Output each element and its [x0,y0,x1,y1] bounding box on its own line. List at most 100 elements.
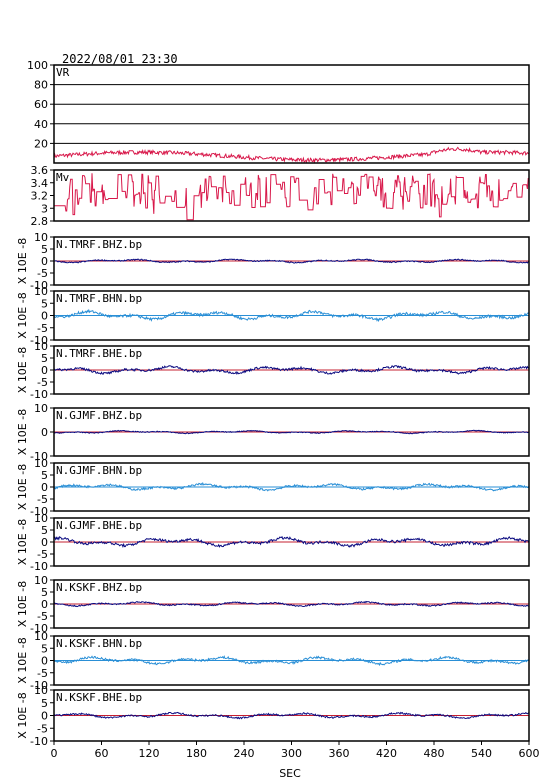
y-tick-label: -5 [37,667,48,680]
panel-vr: 20 40 60 80 100 VR [27,59,530,164]
series-line [53,258,530,264]
y-tick-label: 20 [34,137,48,150]
y-tick-label: 10 [34,457,48,470]
channel-name: VR [56,66,70,79]
series-line [54,173,529,221]
y-axis-unit-label: X 10E -8 [16,347,29,393]
y-tick-label: 60 [34,98,48,111]
y-tick-label: -5 [37,376,48,389]
x-tick-label: 480 [424,747,445,760]
x-tick-label: 420 [376,747,397,760]
y-tick-label: 0 [41,364,48,377]
x-tick-label: 240 [234,747,255,760]
y-tick-label: 10 [34,684,48,697]
series-line [53,481,530,492]
panel-mv: 2.833.23.43.6 Mv [31,164,530,228]
y-tick-label: 0 [41,536,48,549]
panels-group: 20406080100VR2.833.23.43.6Mv-10-50510N.T… [16,59,540,760]
panel-n-gjmf-bhz-bp: -10 0 10 N.GJMF.BHZ.bp X 10E -8 [16,402,530,463]
x-tick-label: 540 [471,747,492,760]
y-tick-label: 0 [41,598,48,611]
panel-frame [53,64,530,164]
series-line [53,146,530,164]
y-tick-label: 3 [41,202,48,215]
y-tick-label: -5 [37,722,48,735]
channel-name: N.KSKF.BHE.bp [56,691,142,704]
y-tick-label: 10 [34,285,48,298]
y-tick-label: 5 [41,586,48,599]
channel-name: N.TMRF.BHE.bp [56,347,142,360]
channel-name: N.GJMF.BHE.bp [56,519,142,532]
y-axis-unit-label: X 10E -8 [16,409,29,455]
series-line [53,600,530,608]
channel-name: N.TMRF.BHZ.bp [56,238,142,251]
y-tick-label: 5 [41,642,48,655]
x-axis-label: SEC [279,767,301,780]
y-tick-label: -10 [30,622,48,635]
y-axis-unit-label: X 10E -8 [16,238,29,284]
y-tick-label: 3.4 [31,177,49,190]
x-tick-label: 120 [139,747,160,760]
y-tick-label: -10 [30,679,48,692]
series-line [53,308,530,323]
y-tick-label: -10 [30,735,48,748]
y-tick-label: 10 [34,340,48,353]
series-line [53,365,530,376]
y-tick-label: 0 [41,481,48,494]
y-tick-label: -5 [37,610,48,623]
x-tick-label: 0 [51,747,58,760]
y-tick-label: 10 [34,402,48,415]
y-tick-label: 5 [41,469,48,482]
y-tick-label: -5 [37,493,48,506]
y-tick-label: 5 [41,297,48,310]
y-axis-unit-label: X 10E -8 [16,292,29,338]
series-line [53,535,530,548]
datetime-header: 2022/08/01 23:30 [62,52,178,66]
y-tick-label: 10 [34,574,48,587]
channel-name: N.GJMF.BHZ.bp [56,409,142,422]
series-line [54,429,530,435]
y-tick-label: -10 [30,505,48,518]
y-axis-unit-label: X 10E -8 [16,519,29,565]
y-tick-label: 5 [41,524,48,537]
y-tick-label: 5 [41,697,48,710]
y-axis-unit-label: X 10E -8 [16,692,29,738]
series-line [53,711,530,720]
y-tick-label: 3.6 [31,164,49,177]
y-tick-label: 0 [41,310,48,323]
channel-name: N.KSKF.BHN.bp [56,637,142,650]
y-tick-label: 10 [34,231,48,244]
series-line [53,655,530,667]
y-tick-label: 0 [41,655,48,668]
y-tick-label: -5 [37,322,48,335]
y-axis-unit-label: X 10E -8 [16,581,29,627]
y-tick-label: -10 [30,334,48,347]
channel-name: Mv [56,171,70,184]
channel-name: N.KSKF.BHZ.bp [56,581,142,594]
y-tick-label: -10 [30,450,48,463]
x-tick-label: 60 [95,747,109,760]
y-tick-label: 5 [41,352,48,365]
y-tick-label: 2.8 [31,215,49,228]
y-tick-label: -10 [30,560,48,573]
y-tick-label: -10 [30,279,48,292]
y-tick-label: 40 [34,118,48,131]
y-tick-label: 5 [41,243,48,256]
y-tick-label: 100 [27,59,48,72]
x-tick-label: 360 [329,747,350,760]
y-tick-label: -5 [37,267,48,280]
y-tick-label: 0 [41,426,48,439]
y-tick-label: 0 [41,255,48,268]
channel-name: N.GJMF.BHN.bp [56,464,142,477]
y-tick-label: 10 [34,630,48,643]
x-tick-label: 180 [186,747,207,760]
channel-name: N.TMRF.BHN.bp [56,292,142,305]
